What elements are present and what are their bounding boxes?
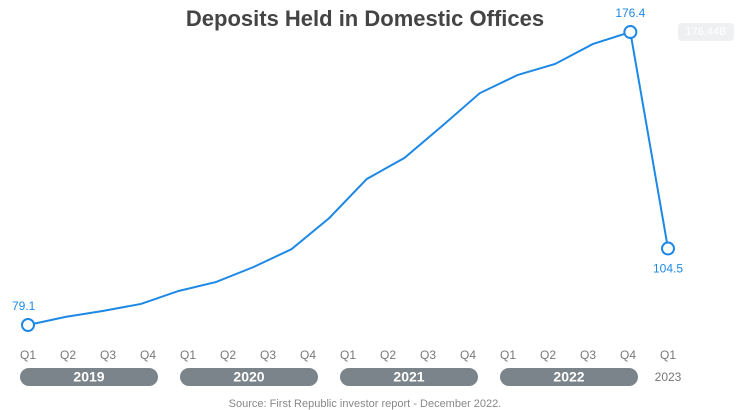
year-label: 2019 xyxy=(73,369,104,385)
x-tick-label: Q3 xyxy=(260,348,276,362)
x-tick-label: Q1 xyxy=(180,348,196,362)
year-label: 2020 xyxy=(233,369,264,385)
year-label: 2023 xyxy=(655,370,682,384)
data-label: 176.4 xyxy=(615,6,645,20)
year-label: 2022 xyxy=(553,369,584,385)
x-tick-label: Q4 xyxy=(300,348,316,362)
x-tick-label: Q1 xyxy=(20,348,36,362)
x-tick-label: Q4 xyxy=(620,348,636,362)
x-tick-label: Q2 xyxy=(540,348,556,362)
x-tick-label: Q3 xyxy=(580,348,596,362)
x-tick-label: Q2 xyxy=(380,348,396,362)
x-tick-label: Q2 xyxy=(60,348,76,362)
year-band xyxy=(180,368,318,386)
year-band xyxy=(340,368,478,386)
point xyxy=(21,318,35,333)
year-band xyxy=(20,368,158,386)
x-tick-label: Q1 xyxy=(340,348,356,362)
x-tick-label: Q1 xyxy=(660,348,676,362)
x-tick-label: Q4 xyxy=(140,348,156,362)
x-tick-label: Q1 xyxy=(500,348,516,362)
source: Source: First Republic investor report -… xyxy=(229,398,502,410)
line xyxy=(27,30,669,326)
x-tick-label: Q4 xyxy=(460,348,476,362)
x-tick-label: Q3 xyxy=(100,348,116,362)
tooltip-box xyxy=(678,23,734,41)
year-band xyxy=(500,368,638,386)
tooltip: 176.44B xyxy=(686,26,727,38)
data-label: 79.1 xyxy=(12,299,36,313)
point xyxy=(623,25,638,40)
x-tick-label: Q3 xyxy=(420,348,436,362)
point xyxy=(661,241,675,256)
year-label: 2021 xyxy=(393,369,424,385)
x-tick-label: Q2 xyxy=(220,348,236,362)
data-label: 104.5 xyxy=(653,262,683,276)
chart-title: Deposits Held in Domestic Offices xyxy=(186,6,544,31)
